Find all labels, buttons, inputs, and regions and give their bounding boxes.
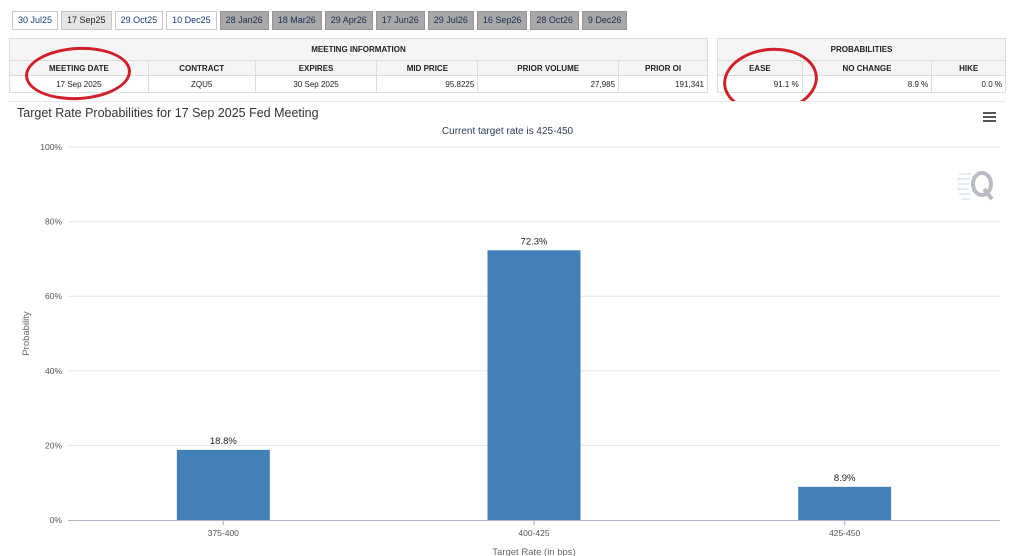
tab-meeting-10[interactable]: 28 Oct26 <box>530 11 579 30</box>
cell-contract: ZQU5 <box>147 75 256 93</box>
header-mid-price: MID PRICE <box>376 60 479 76</box>
tab-meeting-1[interactable]: 17 Sep25 <box>61 11 112 30</box>
tab-meeting-8[interactable]: 29 Jul26 <box>427 11 474 30</box>
y-tick-label: 40% <box>45 366 62 376</box>
tab-meeting-9[interactable]: 16 Sep26 <box>476 11 528 30</box>
tab-meeting-11[interactable]: 9 Dec26 <box>581 11 628 30</box>
x-tick-label-425-450: 425-450 <box>829 528 860 538</box>
meeting-information-title: MEETING INFORMATION <box>9 38 708 61</box>
bar-400-425[interactable] <box>487 250 581 521</box>
table-row: 17 Sep 2025 ZQU5 30 Sep 2025 95.8225 27,… <box>9 75 708 93</box>
bar-chart: 0% 20% 40% 60% 80% 100% 18.8% 375-400 72.3% 400-4… <box>21 142 1000 556</box>
probabilities-title: PROBABILITIES <box>717 38 1006 61</box>
bar-375-400[interactable] <box>176 449 270 520</box>
x-tick-label-400-425: 400-425 <box>518 528 549 538</box>
cell-meeting-date: 17 Sep 2025 <box>9 75 149 93</box>
header-meeting-date: MEETING DATE <box>9 60 149 76</box>
chart-menu-icon[interactable] <box>983 112 996 122</box>
probabilities-table: PROBABILITIES EASE NO CHANGE HIKE 91.1 %… <box>717 38 1006 93</box>
cell-mid-price: 95.8225 <box>376 75 479 93</box>
bar-425-450[interactable] <box>798 486 892 520</box>
tab-meeting-2[interactable]: 29 Oct25 <box>114 11 164 30</box>
data-label-400-425: 72.3% <box>521 236 548 247</box>
x-tick-label-375-400: 375-400 <box>208 528 239 538</box>
cell-prior-volume: 27,985 <box>477 75 620 93</box>
header-ease: EASE <box>717 60 803 76</box>
header-no-change: NO CHANGE <box>801 60 933 76</box>
tab-meeting-6[interactable]: 29 Apr26 <box>324 11 373 30</box>
cell-expires: 30 Sep 2025 <box>254 75 378 93</box>
y-axis-title: Probability <box>21 311 32 356</box>
meeting-tabs: 30 Jul25 17 Sep25 29 Oct25 10 Dec25 28 Jan26… <box>12 11 628 30</box>
tab-meeting-5[interactable]: 18 Mar26 <box>271 11 322 30</box>
y-tick-label: 80% <box>45 217 62 227</box>
chart-title: Target Rate Probabilities for 17 Sep 202… <box>17 106 319 120</box>
tab-meeting-4[interactable]: 28 Jan26 <box>219 11 269 30</box>
cell-prior-oi: 191,341 <box>618 75 708 93</box>
y-tick-label: 100% <box>40 142 62 152</box>
header-prior-oi: PRIOR OI <box>618 60 708 76</box>
meeting-information-table: MEETING INFORMATION MEETING DATE CONTRAC… <box>9 38 708 93</box>
y-tick-label: 0% <box>50 515 63 525</box>
x-axis-title: Target Rate (in bps) <box>492 547 575 556</box>
q-logo-icon <box>957 171 994 201</box>
tab-meeting-0[interactable]: 30 Jul25 <box>12 11 59 30</box>
data-label-375-400: 18.8% <box>210 436 237 447</box>
y-tick-label: 60% <box>45 291 62 301</box>
header-prior-volume: PRIOR VOLUME <box>477 60 620 76</box>
cell-ease: 91.1 % <box>717 75 803 93</box>
cell-hike: 0.0 % <box>931 75 1006 93</box>
data-label-425-450: 8.9% <box>834 473 856 484</box>
chart-subtitle: Current target rate is 425-450 <box>441 126 574 137</box>
table-row: 91.1 % 8.9 % 0.0 % <box>717 75 1006 93</box>
cell-no-change: 8.9 % <box>801 75 933 93</box>
header-contract: CONTRACT <box>147 60 256 76</box>
chart-panel: Target Rate Probabilities for 17 Sep 202… <box>9 101 1006 556</box>
tab-meeting-3[interactable]: 10 Dec25 <box>166 11 217 30</box>
header-expires: EXPIRES <box>254 60 378 76</box>
y-tick-label: 20% <box>45 440 62 450</box>
header-hike: HIKE <box>931 60 1006 76</box>
tab-meeting-7[interactable]: 17 Jun26 <box>375 11 425 30</box>
